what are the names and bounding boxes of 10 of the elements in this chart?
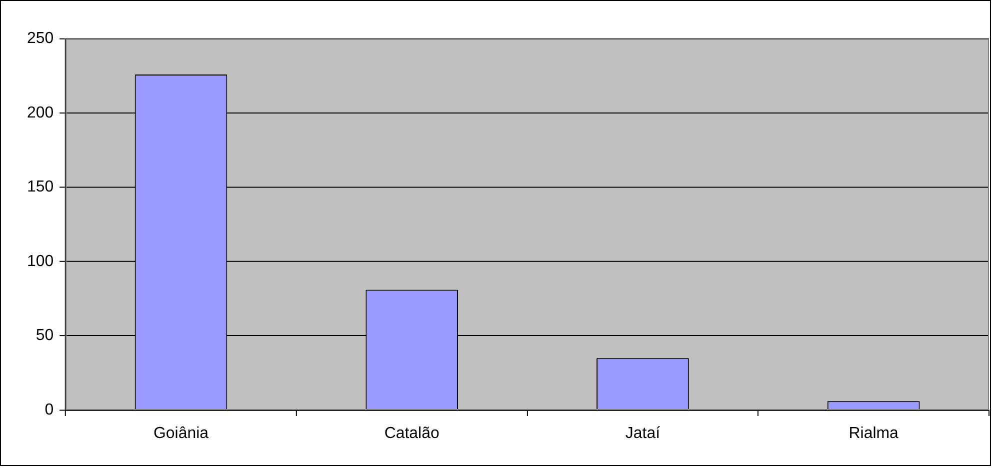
x-tick-label: Rialma bbox=[848, 424, 899, 442]
x-tick-label: Jataí bbox=[625, 424, 661, 442]
y-tick-label: 0 bbox=[44, 401, 54, 418]
x-tick-label: Goiânia bbox=[153, 424, 209, 442]
y-tick-label: 150 bbox=[26, 178, 54, 196]
y-tick-label: 250 bbox=[26, 30, 54, 48]
y-tick-label: 200 bbox=[26, 104, 54, 122]
y-tick-label: 50 bbox=[36, 327, 54, 344]
x-tick-label: Catalão bbox=[384, 424, 440, 442]
y-tick-label: 100 bbox=[26, 252, 54, 270]
